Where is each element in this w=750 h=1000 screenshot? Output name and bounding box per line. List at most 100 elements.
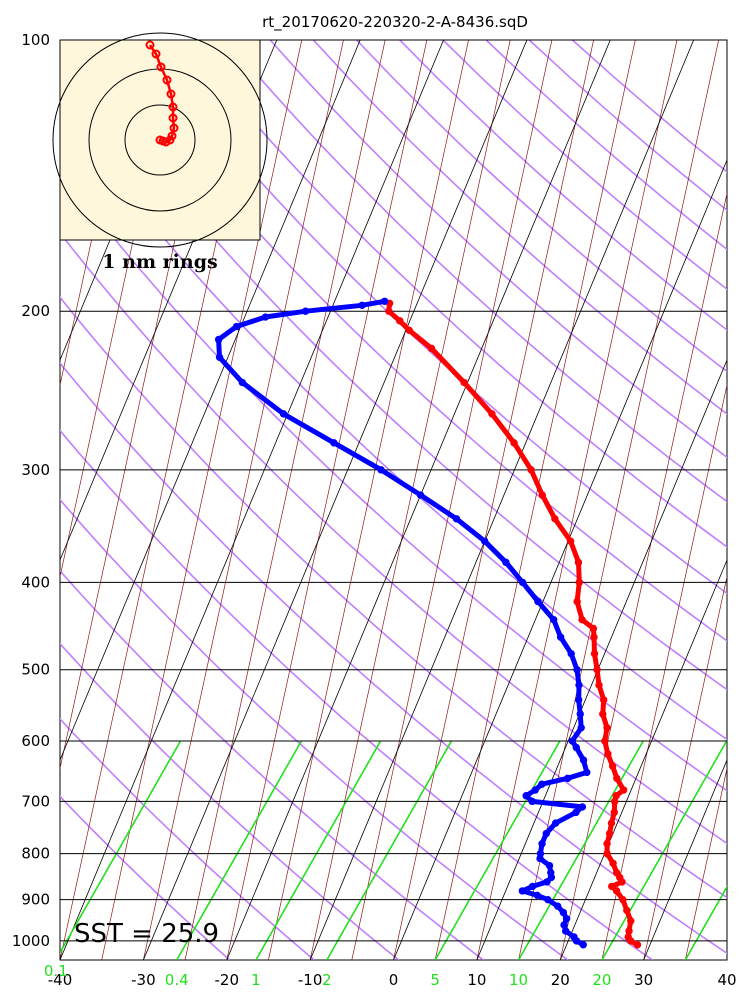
temperature-tick-label: 0 xyxy=(389,971,399,989)
temperature-data-point xyxy=(624,933,632,941)
dewpoint-data-point xyxy=(583,768,591,777)
hodograph-point xyxy=(168,113,178,123)
temperature-data-point xyxy=(578,615,586,624)
temperature-data-point xyxy=(527,466,535,474)
sst-label: SST = 25.9 xyxy=(74,919,219,949)
temperature-tick-label: -10 xyxy=(298,971,323,989)
isotherm-line xyxy=(0,40,27,960)
dewpoint-data-point xyxy=(578,803,587,811)
dewpoint-data-point xyxy=(579,756,588,764)
hodograph-point xyxy=(145,40,155,50)
temperature-data-point xyxy=(603,724,611,732)
mixing-ratio-line xyxy=(60,740,182,955)
hodograph-ring xyxy=(124,104,196,176)
dry-adiabat-line xyxy=(140,40,727,595)
dewpoint-data-point xyxy=(553,902,562,910)
dewpoint-data-point xyxy=(543,878,551,886)
hodograph-rings-label: 1 nm rings xyxy=(102,251,217,273)
temperature-data-point xyxy=(573,597,581,606)
temperature-data-point xyxy=(599,710,607,718)
mixing-ratio-line xyxy=(517,740,644,960)
temperature-data-point xyxy=(385,307,393,315)
dewpoint-data-point xyxy=(261,313,270,321)
temperature-data-point xyxy=(605,829,614,838)
dewpoint-data-point xyxy=(573,666,581,674)
dewpoint-data-point xyxy=(572,743,580,752)
moist-adiabat-line xyxy=(0,40,52,960)
dewpoint-data-point xyxy=(481,537,489,545)
temperature-data-point xyxy=(595,681,603,689)
dewpoint-data-point xyxy=(358,301,366,309)
moist-adiabat-line xyxy=(476,40,678,960)
temperature-data-point xyxy=(575,578,583,587)
dewpoint-data-point xyxy=(547,868,555,877)
moist-adiabat-line xyxy=(268,40,469,960)
temperature-data-point xyxy=(460,378,468,387)
pressure-tick-label: 300 xyxy=(21,461,50,479)
moist-adiabat-line xyxy=(393,40,594,960)
dewpoint-data-point xyxy=(377,466,385,474)
moist-adiabat-line xyxy=(559,191,727,960)
dry-adiabat-line xyxy=(60,361,727,955)
temperature-data-point xyxy=(551,515,559,523)
temperature-data-point xyxy=(612,868,621,877)
mixing-ratio-label: 5 xyxy=(430,971,440,989)
temperature-data-point xyxy=(625,927,633,935)
dewpoint-data-point xyxy=(572,808,580,817)
dewpoint-data-point xyxy=(215,353,224,361)
dry-adiabat-line xyxy=(269,40,727,459)
temperature-data-point xyxy=(427,344,436,353)
dry-adiabat-line xyxy=(60,642,400,960)
pressure-tick-label: 200 xyxy=(21,302,50,320)
dewpoint-data-point xyxy=(232,322,241,331)
dewpoint-data-point xyxy=(214,335,223,344)
dry-adiabat-line xyxy=(60,106,727,741)
temperature-data-point xyxy=(610,808,618,817)
mixing-ratio-line xyxy=(326,740,453,960)
dry-adiabat-line xyxy=(96,40,727,642)
temperature-tick-label: -40 xyxy=(48,971,73,989)
moist-adiabat-line xyxy=(226,40,428,960)
temperature-data-point xyxy=(612,792,620,800)
dewpoint-data-point xyxy=(561,927,570,935)
mixing-ratio-label: 20 xyxy=(592,971,611,989)
dewpoint-data-point xyxy=(452,515,461,523)
moist-adiabat-line xyxy=(726,958,727,960)
dry-adiabat-line xyxy=(183,40,727,548)
dewpoint-data-point xyxy=(568,737,577,745)
dewpoint-data-point xyxy=(559,908,568,917)
temperature-data-point xyxy=(633,941,642,949)
hodograph-ring xyxy=(52,32,268,248)
temperature-data-point xyxy=(607,819,616,827)
dewpoint-data-point xyxy=(550,615,558,624)
mixing-ratio-line xyxy=(255,740,382,960)
moist-adiabat-line xyxy=(684,766,727,960)
isotherm-line xyxy=(143,40,528,960)
dewpoint-data-point xyxy=(579,941,587,949)
pressure-tick-label: 1000 xyxy=(12,932,50,950)
moist-adiabat-line xyxy=(434,40,636,960)
temperature-data-point xyxy=(608,882,616,891)
temperature-data-point xyxy=(619,786,628,794)
dewpoint-data-point xyxy=(301,307,310,315)
moist-adiabat-line xyxy=(351,40,553,960)
dewpoint-data-point xyxy=(562,915,571,923)
temperature-tick-label: 40 xyxy=(717,971,736,989)
temperature-tick-label: 10 xyxy=(467,971,486,989)
temperature-data-point xyxy=(608,762,617,770)
temperature-data-point xyxy=(627,917,635,925)
temperature-data-point xyxy=(574,558,583,567)
dry-adiabat-line xyxy=(60,429,653,960)
hodograph-point xyxy=(162,75,172,85)
dewpoint-data-point xyxy=(570,933,578,941)
pressure-tick-label: 800 xyxy=(21,845,50,863)
dewpoint-data-point xyxy=(556,633,565,641)
dry-adiabat-line xyxy=(60,795,231,960)
temperature-data-point xyxy=(510,439,518,447)
temperature-tick-label: -20 xyxy=(215,971,240,989)
dewpoint-data-point xyxy=(518,578,527,587)
pressure-tick-label: 100 xyxy=(21,31,50,49)
dewpoint-data-point xyxy=(330,439,338,447)
temperature-data-point xyxy=(538,491,546,499)
mixing-ratio-label: 0.4 xyxy=(165,971,189,989)
